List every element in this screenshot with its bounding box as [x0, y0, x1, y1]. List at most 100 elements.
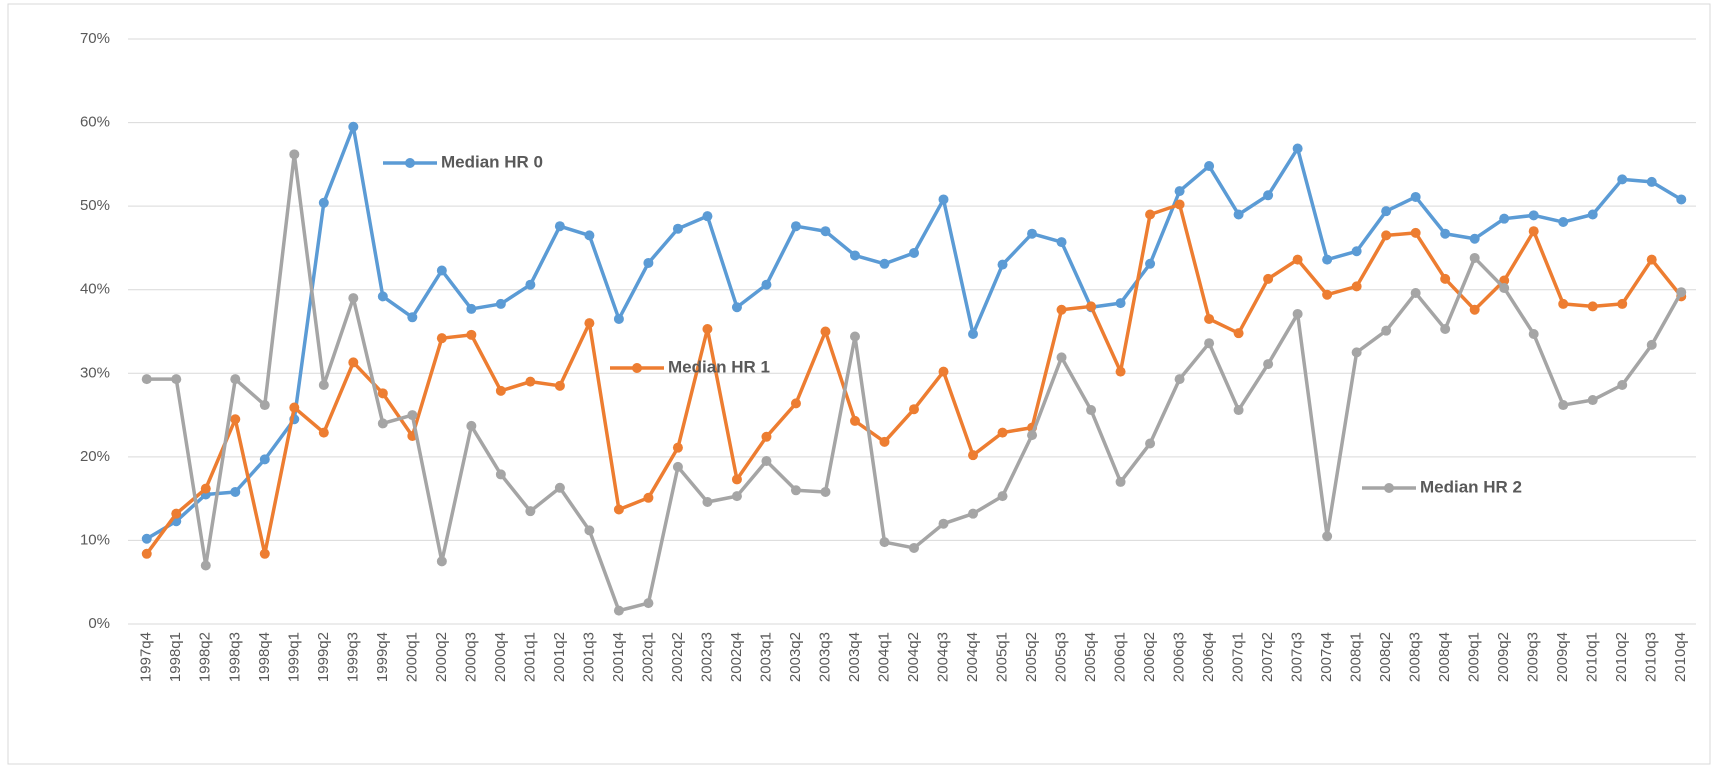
x-tick-label: 2009q1	[1466, 632, 1483, 682]
data-point	[879, 537, 890, 548]
x-tick-label: 2003q3	[816, 632, 833, 682]
data-point	[230, 486, 241, 497]
x-tick-label: 2000q4	[492, 632, 509, 682]
data-point	[938, 366, 949, 377]
x-tick-label: 2005q1	[993, 632, 1010, 682]
x-tick-label: 2009q4	[1554, 632, 1571, 682]
data-point	[672, 223, 683, 234]
legend-marker	[1384, 483, 1394, 493]
data-point	[1587, 209, 1598, 220]
data-point	[584, 525, 595, 536]
data-point	[436, 333, 447, 344]
data-point	[1263, 273, 1274, 284]
data-point	[1676, 194, 1687, 205]
data-point	[672, 442, 683, 453]
data-point	[938, 194, 949, 205]
x-tick-label: 2004q1	[875, 632, 892, 682]
data-point	[1469, 304, 1480, 315]
y-tick-label: 50%	[80, 197, 110, 214]
x-tick-label: 1998q2	[197, 632, 214, 682]
data-point	[1676, 287, 1687, 298]
data-point	[1351, 281, 1362, 292]
data-point	[849, 250, 860, 261]
data-point	[968, 450, 979, 461]
x-tick-label: 2006q2	[1141, 632, 1158, 682]
data-point	[820, 486, 831, 497]
x-tick-label: 1999q2	[315, 632, 332, 682]
data-point	[1204, 338, 1215, 349]
data-point	[554, 482, 565, 493]
x-tick-label: 2001q2	[551, 632, 568, 682]
legend-label: Median HR 0	[441, 152, 543, 171]
data-point	[171, 508, 182, 519]
data-point	[200, 483, 211, 494]
data-point	[584, 318, 595, 329]
data-point	[466, 420, 477, 431]
data-point	[1646, 176, 1657, 187]
x-tick-label: 2005q2	[1023, 632, 1040, 682]
data-point	[761, 431, 772, 442]
data-point	[1027, 228, 1038, 239]
data-point	[790, 221, 801, 232]
data-point	[554, 380, 565, 391]
x-tick-label: 2006q4	[1200, 632, 1217, 682]
data-point	[613, 313, 624, 324]
data-point	[1617, 174, 1628, 185]
y-tick-label: 20%	[80, 448, 110, 465]
data-point	[348, 121, 359, 132]
x-tick-label: 2004q3	[934, 632, 951, 682]
data-point	[1145, 438, 1156, 449]
data-point	[909, 404, 919, 415]
data-point	[1145, 258, 1156, 269]
data-point	[643, 492, 654, 503]
data-point	[761, 279, 772, 290]
data-point	[1056, 304, 1067, 315]
data-point	[230, 374, 241, 385]
data-point	[1499, 283, 1510, 294]
data-point	[318, 379, 329, 390]
data-point	[259, 400, 270, 411]
data-point	[1381, 230, 1392, 241]
chart-border	[7, 3, 1711, 765]
y-tick-label: 0%	[88, 615, 110, 632]
x-tick-label: 2000q1	[403, 632, 420, 682]
data-point	[1056, 352, 1067, 363]
data-point	[1646, 254, 1657, 265]
data-point	[377, 418, 388, 429]
data-point	[1115, 476, 1126, 487]
data-point	[1410, 227, 1421, 238]
y-tick-label: 60%	[80, 114, 110, 131]
data-point	[879, 436, 890, 447]
x-tick-label: 2007q2	[1259, 632, 1276, 682]
data-point	[436, 265, 447, 276]
data-point	[348, 357, 359, 368]
x-tick-label: 2010q3	[1643, 632, 1660, 682]
data-point	[289, 149, 300, 160]
x-tick-label: 2001q3	[580, 632, 597, 682]
data-point	[289, 402, 300, 413]
data-point	[318, 427, 329, 438]
data-point	[1351, 347, 1362, 358]
x-tick-label: 1998q3	[226, 632, 243, 682]
data-point	[1440, 323, 1451, 334]
data-point	[1086, 301, 1097, 312]
data-point	[377, 291, 388, 302]
x-tick-label: 2009q3	[1525, 632, 1542, 682]
data-point	[997, 427, 1008, 438]
y-tick-label: 40%	[80, 281, 110, 298]
x-tick-label: 2010q4	[1672, 632, 1689, 682]
x-tick-label: 2005q3	[1053, 632, 1070, 682]
data-point	[1558, 298, 1569, 309]
data-point	[318, 197, 329, 208]
data-point	[1587, 301, 1598, 312]
data-point	[525, 506, 536, 517]
data-point	[1233, 328, 1244, 339]
y-tick-label: 10%	[80, 531, 110, 548]
data-point	[1145, 209, 1156, 220]
data-point	[495, 385, 506, 396]
data-point	[1322, 531, 1333, 542]
data-point	[613, 504, 624, 515]
x-tick-label: 2006q1	[1112, 632, 1129, 682]
data-point	[790, 485, 801, 496]
data-point	[1646, 339, 1657, 350]
